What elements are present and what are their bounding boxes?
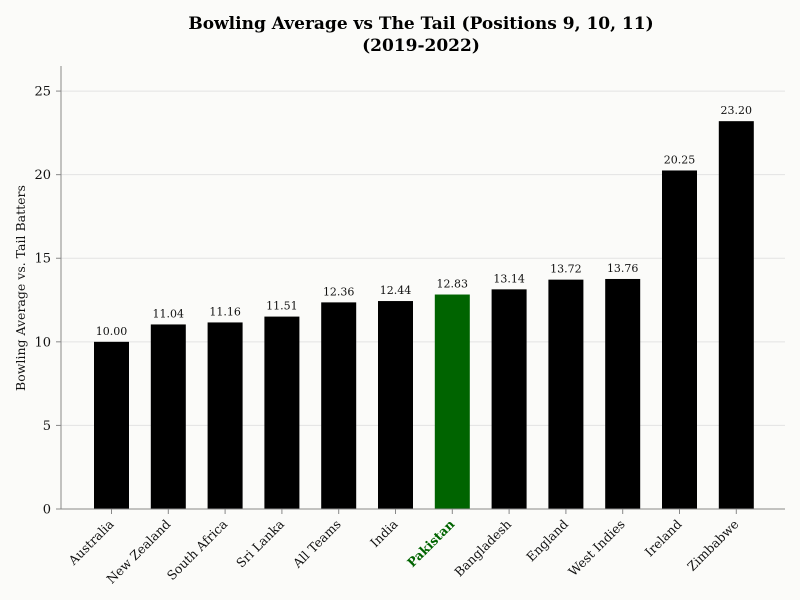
value-label-pakistan: 12.83 — [437, 278, 469, 291]
bar-pakistan — [434, 294, 470, 509]
chart-title: Bowling Average vs The Tail (Positions 9… — [188, 14, 653, 34]
value-label-india: 12.44 — [380, 284, 412, 297]
category-label-australia: Australia — [65, 516, 117, 568]
bar-ireland — [662, 170, 697, 509]
value-label-west-indies: 13.76 — [607, 262, 639, 275]
value-label-zimbabwe: 23.20 — [721, 104, 753, 117]
value-label-bangladesh: 13.14 — [493, 272, 525, 285]
bar-all-teams — [321, 302, 357, 509]
category-label-sri-lanka: Sri Lanka — [233, 516, 287, 570]
bar-west-indies — [605, 278, 641, 509]
bar-australia — [94, 341, 129, 509]
bar-sri-lanka — [264, 316, 300, 509]
bar-zimbabwe — [718, 121, 754, 509]
value-label-new-zealand: 11.04 — [153, 307, 185, 320]
category-label-bangladesh: Bangladesh — [451, 517, 514, 580]
category-label-all-teams: All Teams — [289, 517, 344, 572]
value-label-south-africa: 11.16 — [209, 305, 241, 318]
value-label-sri-lanka: 11.51 — [266, 300, 298, 313]
category-label-pakistan: Pakistan — [404, 517, 457, 570]
y-tick-label-25: 25 — [34, 85, 51, 100]
value-label-england: 13.72 — [550, 263, 582, 276]
category-label-india: India — [367, 516, 401, 550]
bar-south-africa — [207, 322, 243, 509]
category-label-south-africa: South Africa — [164, 516, 231, 583]
bar-india — [378, 301, 413, 509]
value-label-all-teams: 12.36 — [323, 285, 355, 298]
chart-subtitle: (2019-2022) — [362, 36, 480, 56]
y-tick-label-20: 20 — [34, 168, 51, 183]
value-label-australia: 10.00 — [96, 325, 128, 338]
axes-group — [56, 66, 785, 514]
y-tick-label-0: 0 — [43, 503, 51, 518]
y-axis-label: Bowling Average vs. Tail Batters — [13, 185, 28, 391]
category-label-west-indies: West Indies — [565, 517, 628, 580]
bar-england — [548, 279, 584, 509]
y-tick-label-15: 15 — [34, 252, 51, 267]
category-label-zimbabwe: Zimbabwe — [684, 517, 741, 574]
bar-new-zealand — [150, 324, 186, 509]
bar-bangladesh — [491, 289, 527, 509]
category-label-england: England — [523, 517, 571, 565]
y-tick-label-5: 5 — [43, 419, 51, 434]
value-label-ireland: 20.25 — [664, 153, 696, 166]
category-label-ireland: Ireland — [642, 517, 685, 560]
bars-group — [94, 121, 754, 509]
y-tick-label-10: 10 — [34, 335, 51, 350]
